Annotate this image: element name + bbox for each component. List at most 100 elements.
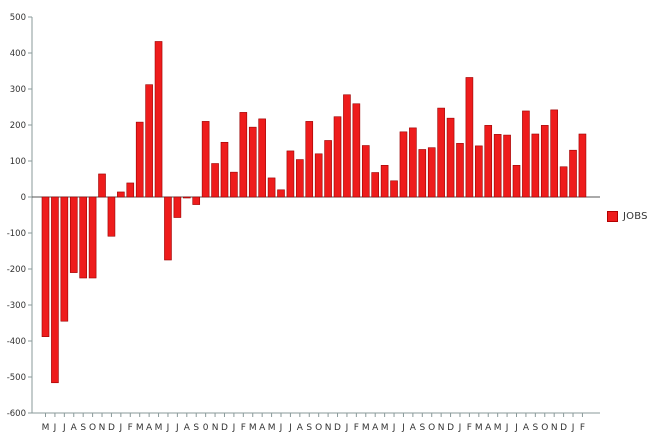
bar [465, 77, 474, 198]
bar [41, 196, 50, 337]
bar [305, 121, 314, 198]
bar [60, 196, 69, 322]
bar [437, 107, 445, 198]
bar [239, 112, 248, 198]
bar [343, 94, 351, 198]
x-tick-label: J [458, 423, 462, 433]
x-tick-label: M [136, 423, 144, 433]
bar [183, 196, 191, 199]
bar [69, 196, 78, 273]
y-tick-label: 0 [21, 193, 26, 203]
bar [230, 171, 238, 198]
x-tick-label: M [494, 423, 502, 433]
x-tick-label: J [279, 423, 283, 433]
bar [371, 172, 380, 198]
bar [427, 147, 436, 198]
x-tick-label: M [362, 423, 370, 433]
x-tick-label: J [392, 423, 396, 433]
x-tick-label: S [193, 423, 199, 433]
x-tick-label: D [560, 423, 567, 433]
x-tick-label: O [315, 423, 322, 433]
x-tick-label: J [345, 423, 349, 433]
x-tick-label: J [505, 423, 509, 433]
bar [211, 163, 219, 198]
x-tick-label: O [89, 423, 96, 433]
x-tick-label: S [419, 423, 425, 433]
x-tick-label: J [62, 423, 66, 433]
bar [135, 121, 144, 198]
bar [390, 180, 398, 198]
bar [324, 140, 332, 198]
bar [277, 189, 285, 198]
x-tick-label: F [354, 423, 359, 433]
x-tick-label: J [232, 423, 236, 433]
x-tick-label: F [467, 423, 472, 433]
x-tick-label: J [175, 423, 179, 433]
bar [512, 165, 521, 198]
y-tick-label: 100 [10, 157, 26, 167]
bar [258, 118, 266, 198]
x-tick-label: J [571, 423, 575, 433]
x-tick-label: 0 [203, 423, 209, 433]
bar [446, 117, 455, 198]
x-tick-label: A [485, 423, 492, 433]
bar [569, 149, 577, 198]
x-tick-label: F [580, 423, 585, 433]
y-tick-label: 500 [10, 13, 26, 23]
bar [418, 149, 427, 198]
y-tick-label: -500 [7, 373, 26, 383]
bar [98, 173, 106, 198]
x-tick-label: J [514, 423, 518, 433]
bar [220, 141, 229, 198]
y-tick-label: -100 [7, 229, 26, 239]
x-tick-label: J [53, 423, 57, 433]
x-tick-label: N [325, 423, 332, 433]
x-tick-label: S [80, 423, 86, 433]
bar [117, 191, 125, 198]
bar [88, 196, 97, 279]
x-tick-label: J [166, 423, 170, 433]
legend-label-jobs: JOBS [623, 211, 648, 222]
bar [164, 196, 172, 261]
bar [79, 196, 87, 279]
bar [484, 125, 493, 198]
bar [399, 131, 408, 198]
x-tick-label: A [523, 423, 530, 433]
bar [361, 145, 370, 198]
bar [126, 182, 135, 198]
bar [51, 196, 59, 384]
bar [296, 159, 304, 198]
bar [531, 133, 540, 198]
x-tick-label: M [155, 423, 163, 433]
x-tick-label: O [428, 423, 435, 433]
x-tick-label: M [268, 423, 276, 433]
bar [456, 143, 464, 198]
bar [173, 196, 182, 218]
y-tick-label: 300 [10, 85, 26, 95]
bar [380, 165, 389, 198]
x-tick-label: D [221, 423, 228, 433]
x-tick-label: D [108, 423, 115, 433]
bar [107, 196, 116, 237]
y-tick-label: -300 [7, 301, 26, 311]
x-tick-label: A [372, 423, 379, 433]
x-tick-label: N [212, 423, 219, 433]
bar [559, 166, 568, 198]
x-tick-label: F [241, 423, 246, 433]
bar [409, 127, 417, 198]
y-tick-label: -600 [7, 409, 26, 419]
bar [267, 177, 276, 198]
y-tick-label: -200 [7, 265, 26, 275]
y-tick-label: 400 [10, 49, 26, 59]
bar [286, 150, 295, 198]
legend: JOBS [607, 211, 648, 222]
x-tick-label: N [99, 423, 106, 433]
bar [352, 103, 361, 198]
x-tick-label: M [381, 423, 389, 433]
y-tick-label: 200 [10, 121, 26, 131]
x-tick-label: A [146, 423, 153, 433]
x-tick-label: A [410, 423, 417, 433]
x-tick-label: M [42, 423, 50, 433]
x-tick-label: D [447, 423, 454, 433]
